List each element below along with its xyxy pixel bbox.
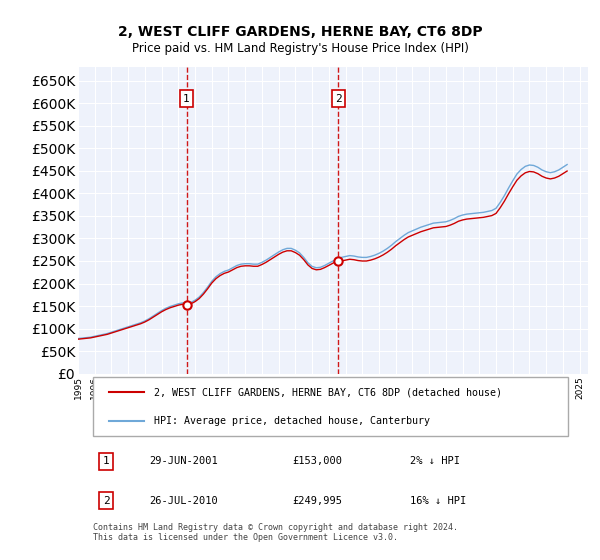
Text: Contains HM Land Registry data © Crown copyright and database right 2024.
This d: Contains HM Land Registry data © Crown c… xyxy=(94,522,458,542)
Text: 16% ↓ HPI: 16% ↓ HPI xyxy=(409,496,466,506)
Text: 29-JUN-2001: 29-JUN-2001 xyxy=(149,456,218,466)
Text: 2, WEST CLIFF GARDENS, HERNE BAY, CT6 8DP: 2, WEST CLIFF GARDENS, HERNE BAY, CT6 8D… xyxy=(118,25,482,39)
Text: 1: 1 xyxy=(103,456,109,466)
Text: 26-JUL-2010: 26-JUL-2010 xyxy=(149,496,218,506)
Text: 2: 2 xyxy=(103,496,109,506)
Text: 2, WEST CLIFF GARDENS, HERNE BAY, CT6 8DP (detached house): 2, WEST CLIFF GARDENS, HERNE BAY, CT6 8D… xyxy=(155,387,503,397)
Text: 1: 1 xyxy=(183,94,190,104)
Text: 2: 2 xyxy=(335,94,342,104)
Text: £249,995: £249,995 xyxy=(292,496,342,506)
Text: Price paid vs. HM Land Registry's House Price Index (HPI): Price paid vs. HM Land Registry's House … xyxy=(131,42,469,55)
Text: £153,000: £153,000 xyxy=(292,456,342,466)
Text: HPI: Average price, detached house, Canterbury: HPI: Average price, detached house, Cant… xyxy=(155,416,431,426)
Text: 2% ↓ HPI: 2% ↓ HPI xyxy=(409,456,460,466)
FancyBboxPatch shape xyxy=(94,377,568,436)
